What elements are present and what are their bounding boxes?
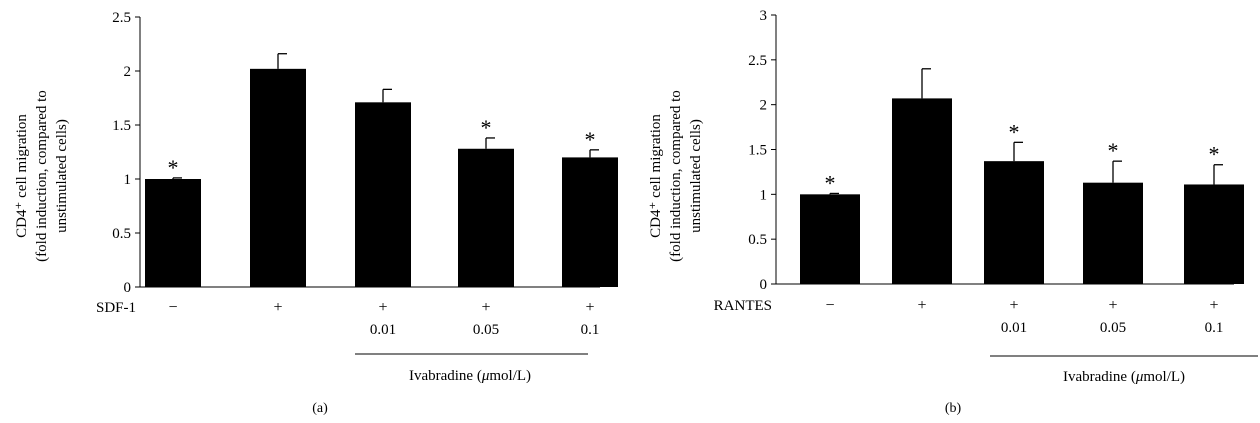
category-dose-label: 0.05 (1100, 320, 1126, 336)
bar (562, 157, 618, 287)
bar (250, 68, 306, 287)
panel-b-ylabel-line-3: unstimulated cells) (688, 119, 704, 233)
significance-marker: * (585, 127, 596, 152)
category-dose-label: 0.1 (1205, 320, 1224, 336)
category-sign-label: + (481, 299, 490, 316)
category-sign-label: + (585, 299, 594, 316)
panel-b-category-labels: − + +0.01 +0.05 +0.1 (825, 297, 1223, 336)
category-dose-label: 0.01 (1001, 320, 1027, 336)
y-tick-label: 2 (760, 98, 768, 114)
panel-a-stimulus-label: SDF-1 (96, 300, 136, 316)
significance-marker: * (825, 170, 836, 195)
y-tick-label: 1 (760, 187, 768, 203)
category-dose-label: 0.01 (370, 322, 396, 338)
panel-b-ylabel-line-2: (fold induction, compared to (668, 90, 684, 262)
significance-marker: * (1209, 142, 1220, 167)
panel-a: CD4⁺ cell migration (fold induction, com… (14, 10, 618, 416)
panel-a-y-ticks: 0 0.5 1 1.5 2 2.5 (112, 10, 140, 296)
panel-b-ylabel-line-1: CD4⁺ cell migration (648, 114, 664, 238)
significance-marker: * (1009, 119, 1020, 144)
panel-b-stimulus-label: RANTES (714, 298, 772, 314)
panel-a-ylabel-line-1: CD4⁺ cell migration (14, 114, 30, 238)
bar (355, 102, 411, 287)
category-dose-label: 0.1 (581, 322, 600, 338)
y-tick-label: 0 (124, 280, 132, 296)
panel-a-category-labels: − + +0.01 +0.05 +0.1 (168, 299, 599, 338)
significance-marker: * (481, 115, 492, 140)
panel-a-group-label: Ivabradine (μmol/L) (409, 368, 531, 384)
bar (145, 179, 201, 287)
y-tick-label: 2.5 (112, 10, 131, 26)
panel-b: CD4⁺ cell migration (fold induction, com… (648, 8, 1258, 416)
panel-b-group-label: Ivabradine (μmol/L) (1063, 369, 1185, 385)
y-tick-label: 0 (760, 277, 768, 293)
category-sign-label: + (917, 297, 926, 314)
significance-marker: * (168, 155, 179, 180)
bar (458, 148, 514, 287)
category-sign-label: + (1108, 297, 1117, 314)
bar (1184, 184, 1244, 284)
y-tick-label: 0.5 (748, 232, 767, 248)
bar (984, 161, 1044, 284)
category-sign-label: + (1209, 297, 1218, 314)
significance-marker: * (1108, 138, 1119, 163)
y-tick-label: 2 (124, 64, 132, 80)
y-tick-label: 1.5 (112, 118, 131, 134)
category-sign-label: + (378, 299, 387, 316)
category-sign-label: − (168, 299, 177, 316)
y-tick-label: 1.5 (748, 143, 767, 159)
category-sign-label: + (273, 299, 282, 316)
panel-a-label: (a) (312, 401, 328, 416)
panel-a-ylabel-line-2: (fold induction, compared to (34, 90, 50, 262)
bar (1083, 182, 1143, 284)
panel-b-y-ticks: 0 0.5 1 1.5 2 2.5 3 (748, 8, 776, 293)
y-tick-label: 2.5 (748, 53, 767, 69)
panel-a-bars: * * * (145, 53, 618, 287)
y-tick-label: 1 (124, 172, 132, 188)
panel-b-bars: * * * * (800, 68, 1244, 284)
bar (892, 98, 952, 284)
panel-a-ylabel-line-3: unstimulated cells) (54, 119, 70, 233)
y-tick-label: 0.5 (112, 226, 131, 242)
category-sign-label: + (1009, 297, 1018, 314)
category-dose-label: 0.05 (473, 322, 499, 338)
panel-b-label: (b) (945, 401, 962, 416)
category-sign-label: − (825, 297, 834, 314)
y-tick-label: 3 (760, 8, 768, 24)
bar (800, 194, 860, 284)
